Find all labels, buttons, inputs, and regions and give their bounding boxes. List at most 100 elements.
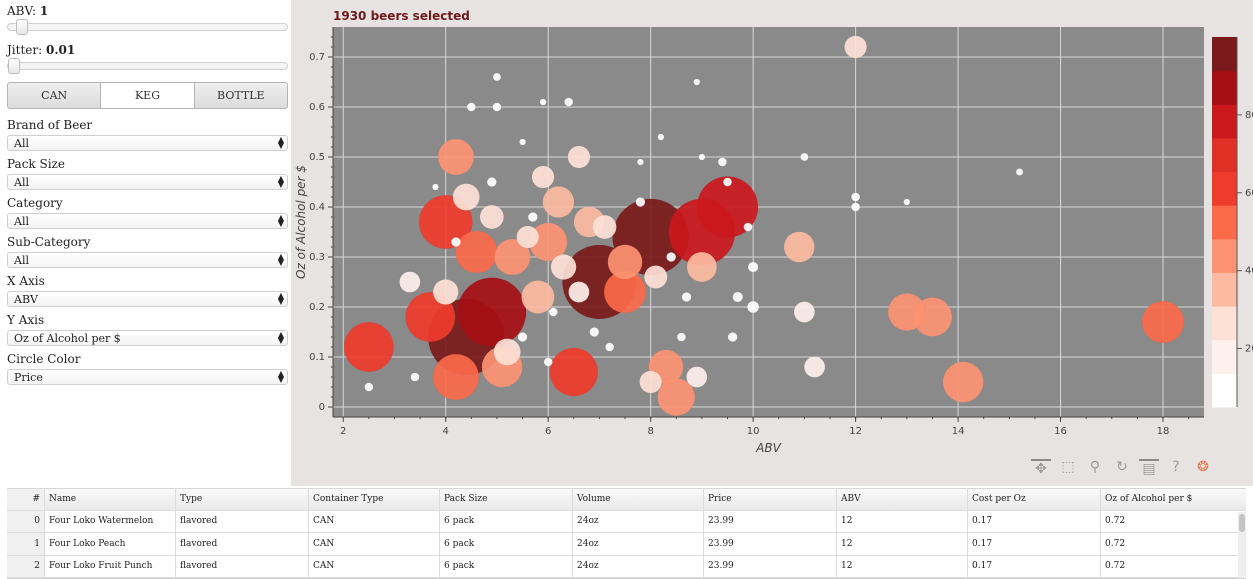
column-header[interactable]: Cost per Oz bbox=[967, 489, 1100, 510]
pan-icon[interactable]: ✥ bbox=[1031, 459, 1051, 477]
data-point[interactable] bbox=[516, 225, 540, 249]
container-button-can[interactable]: CAN bbox=[7, 82, 102, 109]
data-point[interactable] bbox=[455, 230, 498, 274]
data-point[interactable] bbox=[666, 252, 677, 262]
data-point[interactable] bbox=[543, 357, 553, 367]
data-point[interactable] bbox=[676, 332, 686, 342]
data-point[interactable] bbox=[717, 157, 727, 167]
data-point[interactable] bbox=[492, 72, 502, 82]
abv-slider[interactable] bbox=[7, 19, 288, 35]
data-point[interactable] bbox=[605, 342, 615, 352]
data-point[interactable] bbox=[549, 347, 599, 397]
data-point[interactable] bbox=[851, 202, 861, 212]
data-point[interactable] bbox=[887, 293, 926, 331]
data-point[interactable] bbox=[493, 338, 521, 366]
data-point[interactable] bbox=[486, 177, 497, 187]
data-point[interactable] bbox=[410, 372, 420, 382]
data-point[interactable] bbox=[567, 145, 591, 169]
box-zoom-icon[interactable]: ⬚ bbox=[1061, 459, 1075, 475]
data-point[interactable] bbox=[942, 361, 984, 403]
data-point[interactable] bbox=[437, 138, 475, 176]
data-point[interactable] bbox=[793, 301, 815, 323]
data-point[interactable] bbox=[432, 353, 480, 401]
jitter-slider[interactable] bbox=[7, 58, 288, 74]
table-row[interactable]: 2 Four Loko Fruit Punch flavored CAN 6 pack 2… bbox=[7, 555, 1246, 578]
data-point[interactable] bbox=[732, 291, 744, 303]
data-point[interactable] bbox=[804, 356, 826, 378]
data-point[interactable] bbox=[564, 97, 574, 107]
data-point[interactable] bbox=[800, 152, 809, 162]
data-point[interactable] bbox=[644, 265, 668, 289]
data-point[interactable] bbox=[681, 292, 692, 302]
sub-category-select[interactable]: All ▲ ▼ bbox=[7, 252, 288, 268]
column-header[interactable]: Price bbox=[703, 489, 836, 510]
data-point[interactable] bbox=[405, 291, 456, 343]
reset-icon[interactable]: ↻ bbox=[1116, 459, 1128, 475]
data-point[interactable] bbox=[539, 98, 547, 106]
data-point[interactable] bbox=[364, 382, 374, 392]
data-point[interactable] bbox=[1141, 300, 1185, 344]
data-point[interactable] bbox=[635, 197, 646, 207]
data-point[interactable] bbox=[698, 153, 706, 161]
column-header[interactable]: ABV bbox=[836, 489, 967, 510]
jitter-slider-handle[interactable] bbox=[8, 58, 20, 74]
abv-slider-handle[interactable] bbox=[16, 19, 28, 35]
data-point[interactable] bbox=[452, 183, 480, 211]
wheel-zoom-icon[interactable]: ⚲ bbox=[1089, 459, 1101, 475]
data-point[interactable] bbox=[607, 244, 643, 280]
pack-size-select[interactable]: All ▲ ▼ bbox=[7, 174, 288, 190]
data-point[interactable] bbox=[844, 35, 867, 59]
data-point[interactable] bbox=[657, 133, 665, 141]
circle-color-select[interactable]: Price ▲ ▼ bbox=[7, 369, 288, 385]
scrollbar-thumb[interactable] bbox=[1239, 514, 1245, 532]
category-select[interactable]: All ▲ ▼ bbox=[7, 213, 288, 229]
data-point[interactable] bbox=[399, 271, 421, 293]
data-point[interactable] bbox=[783, 231, 815, 263]
column-header[interactable]: Type bbox=[175, 489, 308, 510]
scatter-plot[interactable]: 2 4 6 8 10 12 14 16 18 0 0.1 0.2 0.3 0.4 0.5 0.6 0.7 1930… bbox=[291, 0, 1253, 486]
data-point[interactable] bbox=[722, 177, 733, 187]
container-button-keg[interactable]: KEG bbox=[101, 82, 195, 109]
data-point[interactable] bbox=[747, 300, 760, 314]
data-point[interactable] bbox=[568, 281, 590, 303]
table-row[interactable]: 0 Four Loko Watermelon flavored CAN 6 pack 24… bbox=[7, 510, 1246, 533]
data-point[interactable] bbox=[727, 332, 738, 342]
data-point[interactable] bbox=[696, 176, 759, 238]
data-point[interactable] bbox=[851, 192, 861, 202]
hover-icon[interactable]: ▤ bbox=[1139, 459, 1159, 477]
data-point[interactable] bbox=[548, 307, 558, 317]
column-header[interactable]: # bbox=[7, 489, 44, 510]
data-point[interactable] bbox=[479, 204, 504, 230]
data-point[interactable] bbox=[592, 214, 617, 240]
data-point[interactable] bbox=[418, 195, 473, 249]
column-header[interactable]: Container Type bbox=[308, 489, 439, 510]
data-point[interactable] bbox=[343, 321, 394, 373]
data-point[interactable] bbox=[743, 222, 753, 232]
data-point[interactable] bbox=[686, 366, 708, 388]
data-point[interactable] bbox=[519, 138, 526, 146]
data-point[interactable] bbox=[531, 165, 555, 189]
data-point[interactable] bbox=[527, 212, 538, 222]
data-point[interactable] bbox=[494, 238, 531, 276]
brand-select[interactable]: All ▲ ▼ bbox=[7, 135, 288, 151]
data-point[interactable] bbox=[521, 280, 555, 314]
column-header[interactable]: Oz of Alcohol per $ bbox=[1100, 489, 1226, 510]
data-point[interactable] bbox=[492, 102, 502, 112]
column-header[interactable]: Volume bbox=[572, 489, 703, 510]
container-button-bottle[interactable]: BOTTLE bbox=[194, 82, 288, 109]
data-point[interactable] bbox=[637, 158, 644, 166]
data-point[interactable] bbox=[466, 102, 476, 112]
data-point[interactable] bbox=[517, 332, 528, 342]
data-point[interactable] bbox=[686, 251, 718, 283]
column-header[interactable]: Name bbox=[44, 489, 175, 510]
data-point[interactable] bbox=[432, 183, 439, 191]
column-header[interactable]: Pack Size bbox=[439, 489, 572, 510]
data-point[interactable] bbox=[747, 261, 759, 273]
data-point[interactable] bbox=[903, 198, 911, 206]
data-point[interactable] bbox=[550, 254, 577, 280]
data-point[interactable] bbox=[451, 237, 461, 247]
table-row[interactable]: 1 Four Loko Peach flavored CAN 6 pack 24oz 23.… bbox=[7, 533, 1246, 556]
data-point[interactable] bbox=[693, 78, 701, 86]
data-point[interactable] bbox=[1015, 168, 1024, 176]
data-point[interactable] bbox=[457, 277, 527, 347]
